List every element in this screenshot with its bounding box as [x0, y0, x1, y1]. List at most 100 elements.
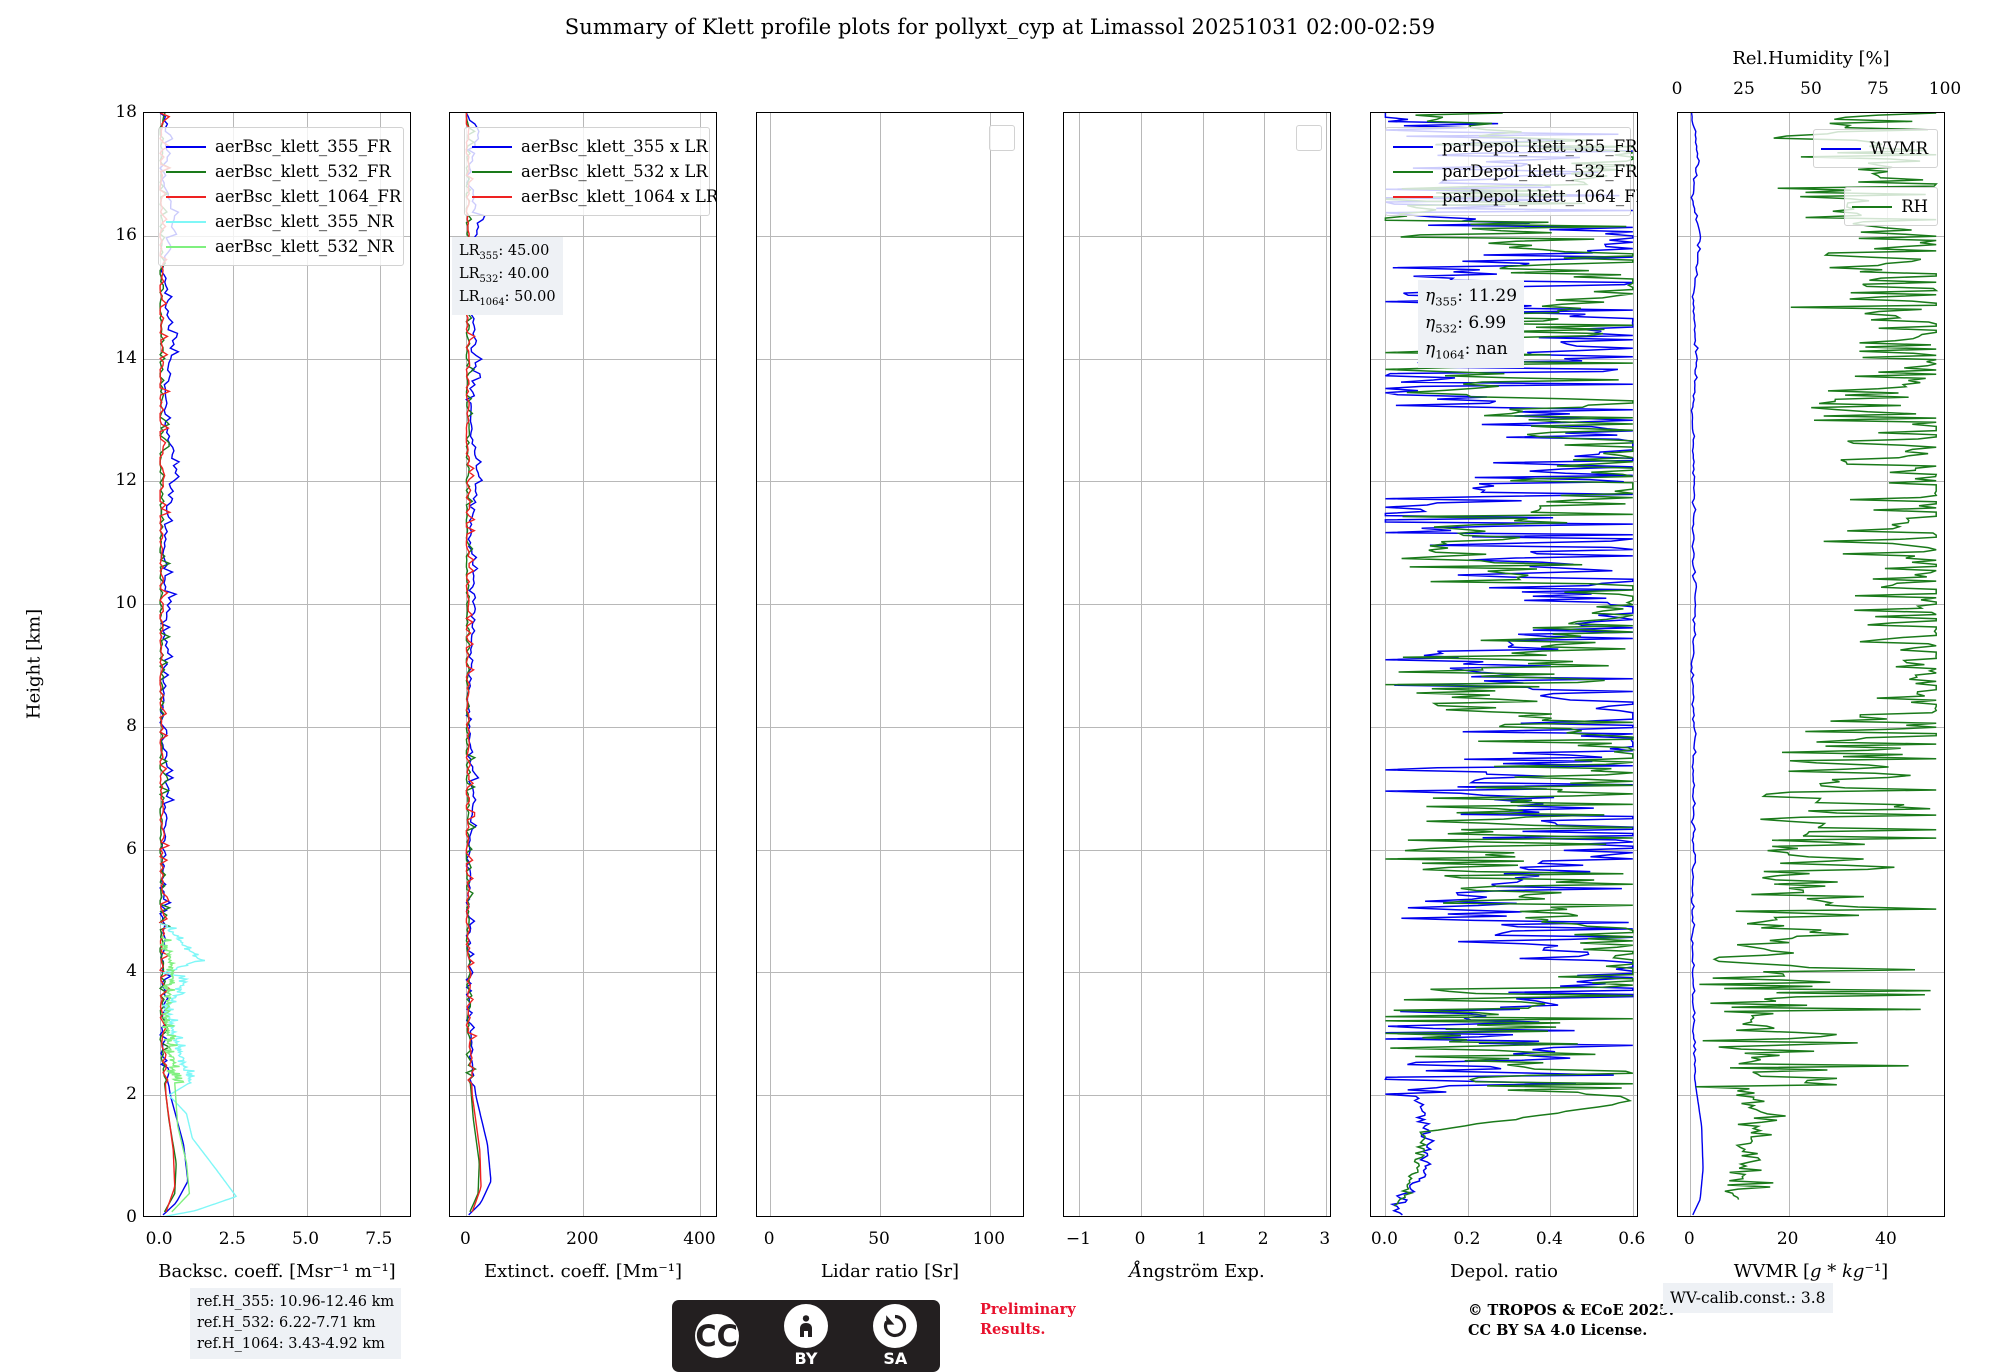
gridline-vertical: [1385, 113, 1387, 1216]
y-tick: [449, 113, 450, 114]
gridline-horizontal: [1678, 235, 1944, 237]
y-tick: [449, 481, 450, 482]
legend-item: aerBsc_klett_532_NR: [166, 234, 394, 259]
data-traces-wvmr-rh: [1690, 113, 1939, 1216]
x-tick: [1633, 1216, 1634, 1217]
page-title: Summary of Klett profile plots for polly…: [564, 15, 1436, 39]
y-tick: [1677, 850, 1678, 851]
gridline-horizontal: [1678, 972, 1944, 974]
y-tick-label: 2: [126, 1084, 137, 1105]
empty-legend-box-lidar-ratio: [989, 125, 1015, 151]
gridline-horizontal: [450, 849, 716, 851]
x-tick: [233, 1216, 234, 1217]
y-tick: [1023, 113, 1024, 114]
x-tick-label: 5.0: [292, 1229, 320, 1249]
gridline-vertical: [1141, 113, 1142, 1216]
y-tick: [716, 727, 717, 728]
x-tick: [307, 1216, 308, 1217]
y-tick: [1370, 1095, 1371, 1096]
y-tick: [143, 1095, 144, 1096]
legend-item: aerBsc_klett_355_FR: [166, 134, 394, 159]
x-tick: [770, 1216, 771, 1217]
y-tick: [1637, 727, 1638, 728]
y-tick: [1944, 236, 1945, 237]
legend-color-swatch: [472, 195, 512, 198]
y-tick: [716, 359, 717, 360]
x-tick-top: [770, 112, 771, 113]
legend-color-swatch: [472, 145, 512, 148]
data-traces-backscatter: [158, 113, 238, 1216]
x-tick: [1789, 1216, 1790, 1217]
y-tick: [1023, 359, 1024, 360]
annotation-depol-ratio: η355: 11.29 η532: 6.99 η1064: nan: [1418, 280, 1525, 369]
gridline-horizontal: [450, 604, 716, 606]
x-tick-top: [583, 112, 584, 113]
gridline-vertical: [583, 113, 585, 1216]
copyright-line-0: © TROPOS & ECoE 2025.: [1468, 1302, 1674, 1319]
y-tick: [1677, 1095, 1678, 1096]
y-tick: [1370, 604, 1371, 605]
plot-panel-wvmr-rh: WVMR RH: [1677, 112, 1945, 1217]
y-tick: [1637, 481, 1638, 482]
x-tick-label: 1: [1196, 1229, 1208, 1249]
plot-area-backscatter: [144, 113, 410, 1216]
x-tick-label: 200: [566, 1229, 599, 1249]
x-tick-top: [1468, 112, 1469, 113]
gridline-vertical: [880, 113, 882, 1216]
x-tick-label: 2.5: [218, 1229, 246, 1249]
legend-color-swatch: [166, 145, 206, 148]
gridline-horizontal: [757, 726, 1023, 728]
y-tick-label: 18: [115, 102, 137, 122]
x-tick-label: 400: [683, 1229, 716, 1249]
legend-item: aerBsc_klett_532_FR: [166, 159, 394, 184]
x-tick-label: 0: [1134, 1229, 1146, 1249]
legend-item: aerBsc_klett_355 x LR: [472, 134, 708, 159]
y-tick: [716, 850, 717, 851]
cc-license-badge: CC BY SA: [672, 1300, 940, 1372]
x-tick-label: 0.2: [1453, 1229, 1481, 1249]
gridline-horizontal: [1064, 849, 1330, 851]
x-tick-label: 0: [763, 1229, 775, 1249]
y-tick: [1677, 481, 1678, 482]
gridline-horizontal: [144, 358, 410, 360]
gridline-vertical: [379, 113, 381, 1216]
gridline-horizontal: [144, 604, 410, 606]
gridline-horizontal: [1064, 358, 1330, 360]
series-line-wvmr: [1690, 113, 1704, 1216]
legend-item: parDepol_klett_1064_FR: [1393, 184, 1637, 209]
plot-area-angstrom: [1064, 113, 1330, 1216]
y-tick: [1370, 850, 1371, 851]
y-tick: [756, 481, 757, 482]
preliminary-line-1: Results.: [980, 1321, 1046, 1339]
y-tick: [143, 113, 144, 114]
legend-label: aerBsc_klett_532_FR: [215, 162, 391, 182]
gridline-horizontal: [1371, 235, 1637, 237]
gridline-horizontal: [450, 972, 716, 974]
y-tick: [1637, 236, 1638, 237]
legend-label: aerBsc_klett_532_NR: [215, 237, 394, 257]
plot-panel-lidar-ratio: [756, 112, 1024, 1217]
person-icon: [783, 1304, 828, 1348]
gridline-horizontal: [757, 481, 1023, 483]
ref-height-line-1: ref.H_532: 6.22-7.71 km: [197, 1315, 376, 1332]
legend-label: aerBsc_klett_355_NR: [215, 212, 394, 232]
y-tick: [1677, 113, 1678, 114]
x-tick: [380, 1216, 381, 1217]
y-tick: [410, 481, 411, 482]
gridline-horizontal: [1064, 726, 1330, 728]
y-tick-label: 4: [126, 961, 137, 982]
gridline-horizontal: [144, 849, 410, 851]
y-tick: [449, 236, 450, 237]
data-traces-depol-ratio: [1384, 113, 1636, 1216]
gridline-vertical: [770, 113, 772, 1216]
gridline-horizontal: [757, 604, 1023, 606]
x-axis-title-extinction: Extinct. coeff. [Mm⁻¹]: [483, 1261, 683, 1282]
x-tick: [1385, 1216, 1386, 1217]
y-tick: [1677, 604, 1678, 605]
gridline-horizontal: [1678, 1095, 1944, 1097]
top-x-tick-label: 75: [1867, 79, 1889, 99]
legend-label: parDepol_klett_1064_FR: [1442, 187, 1638, 207]
x-tick: [880, 1216, 881, 1217]
y-tick: [449, 972, 450, 973]
legend-color-swatch: [166, 195, 206, 198]
